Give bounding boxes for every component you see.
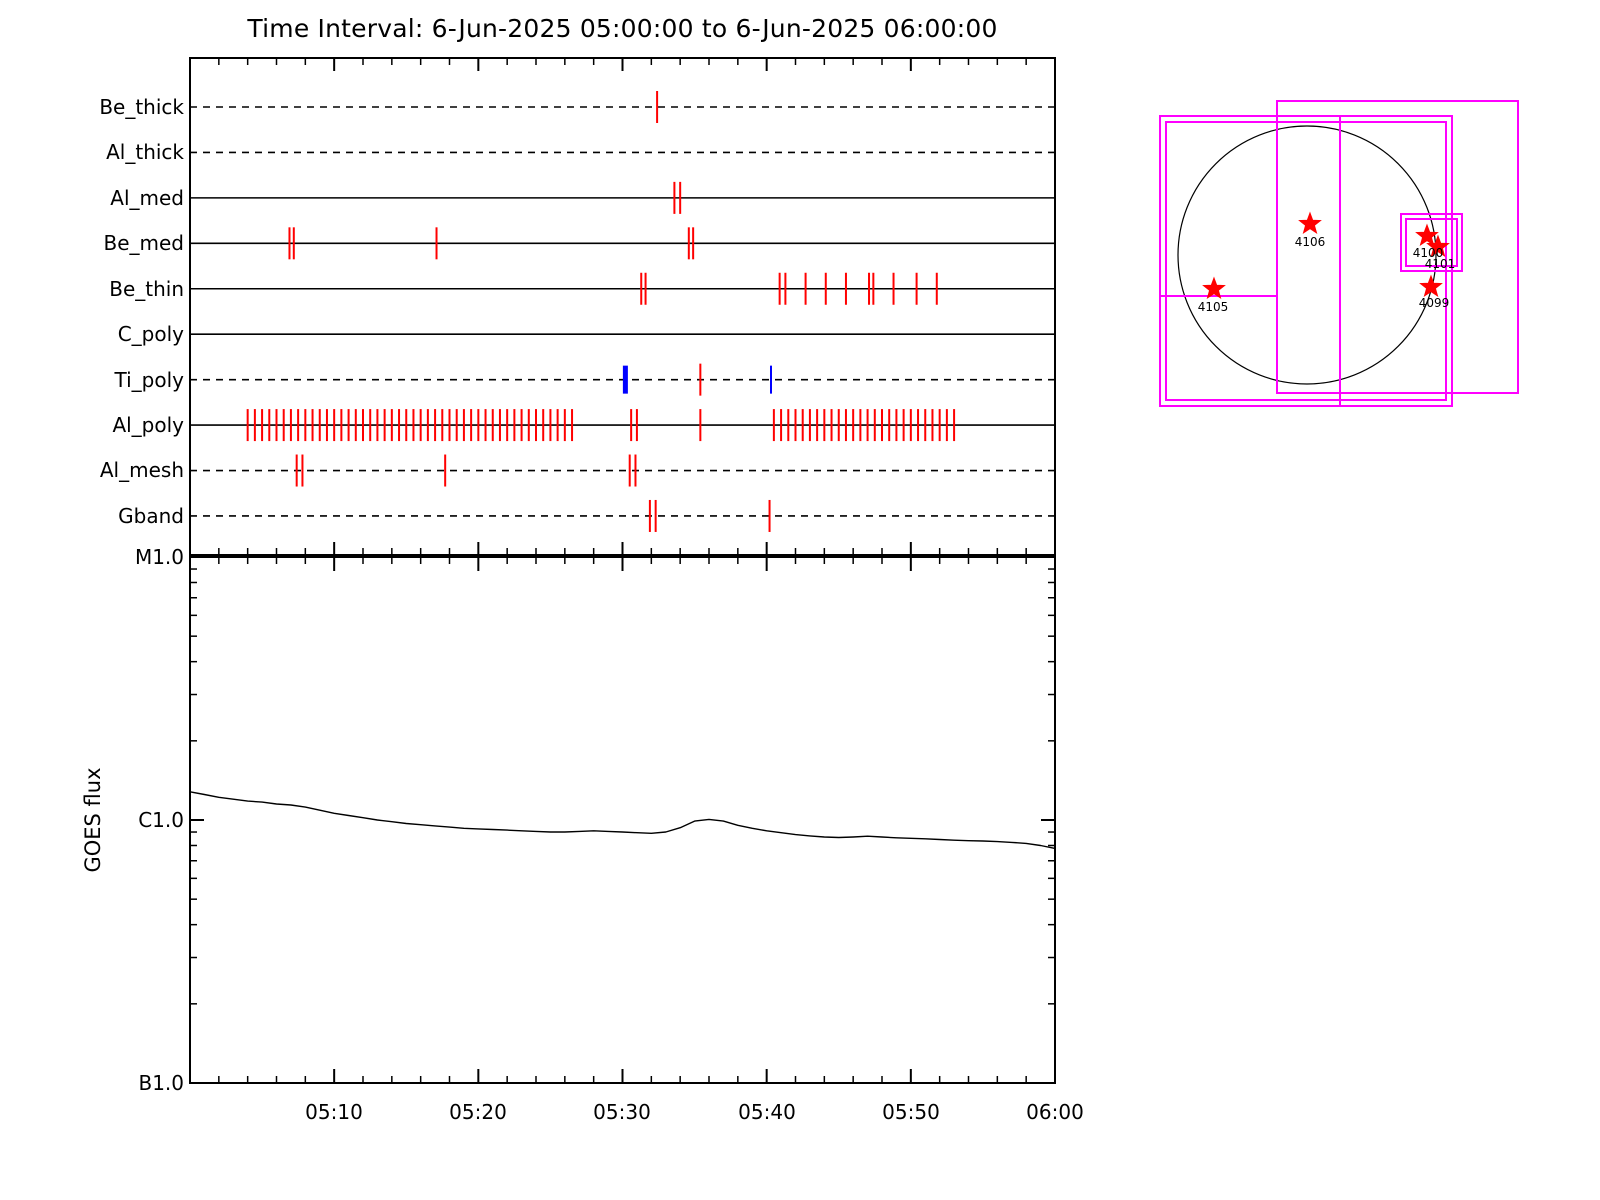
x-tick-label: 05:50	[882, 1100, 940, 1124]
filter-label-gband: Gband	[118, 504, 184, 528]
goes-flux-axis-label: GOES flux	[81, 767, 105, 873]
active-region-label-4105: 4105	[1197, 300, 1229, 314]
time-interval-title: Time Interval: 6-Jun-2025 05:00:00 to 6-…	[247, 14, 998, 43]
xrt-timeline-panel	[189, 57, 1056, 556]
solar-disk	[1177, 125, 1437, 385]
y-tick-label-m1: M1.0	[134, 545, 184, 569]
active-region-label-4101: 4101	[1424, 257, 1456, 271]
filter-label-c-poly: C_poly	[117, 322, 184, 346]
x-tick-label: 05:40	[738, 1100, 796, 1124]
goes-panel	[189, 556, 1056, 1084]
active-region-label-4100: 4100	[1412, 246, 1444, 260]
active-region-star-icon	[1419, 274, 1443, 298]
goes-flux-curve	[189, 791, 1056, 850]
filter-label-ti-poly: Ti_poly	[114, 368, 184, 392]
active-region-label-4099: 4099	[1418, 296, 1450, 310]
filter-label-al-thick: Al_thick	[106, 140, 184, 164]
active-region-label-4106: 4106	[1294, 235, 1326, 249]
fov-rect	[1405, 218, 1458, 267]
filter-label-be-thin: Be_thin	[109, 277, 184, 301]
y-tick-label-b1: B1.0	[138, 1071, 184, 1095]
fov-rect	[1400, 213, 1463, 272]
filter-label-al-mesh: Al_mesh	[99, 458, 184, 482]
filter-label-be-thick: Be_thick	[99, 95, 184, 119]
active-region-star-icon	[1298, 211, 1322, 235]
x-tick-label: 05:30	[593, 1100, 651, 1124]
solar-map	[1159, 100, 1519, 407]
active-region-star-icon	[1426, 234, 1450, 258]
fov-rect	[1159, 115, 1453, 407]
x-tick-label: 05:10	[305, 1100, 363, 1124]
x-tick-label: 06:00	[1026, 1100, 1084, 1124]
filter-label-al-med: Al_med	[110, 186, 184, 210]
filter-label-al-poly: Al_poly	[112, 413, 184, 437]
active-region-star-icon	[1415, 223, 1439, 247]
timeline-border	[189, 57, 1056, 556]
active-region-star-icon	[1202, 276, 1226, 300]
y-tick-label-c1: C1.0	[138, 808, 184, 832]
goes-border	[189, 556, 1056, 1084]
x-tick-label: 05:20	[449, 1100, 507, 1124]
fov-rect	[1165, 121, 1447, 401]
filter-label-be-med: Be_med	[103, 231, 184, 255]
fov-rect	[1276, 100, 1519, 394]
